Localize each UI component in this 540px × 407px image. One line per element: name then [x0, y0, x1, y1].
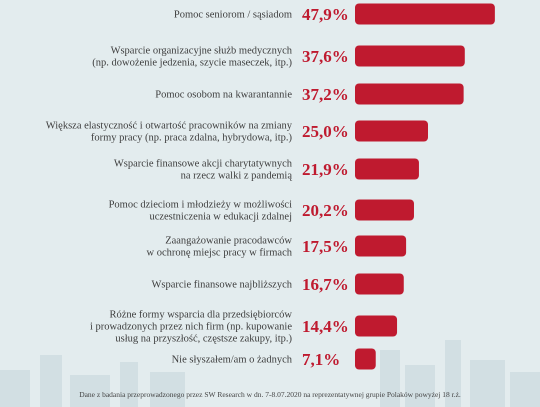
category-label-line: Wsparcie finansowe najbliższych — [151, 280, 292, 291]
bar — [355, 158, 419, 180]
category-label: Pomoc osobom na kwarantannie — [155, 90, 292, 101]
category-label-line: uczestniczenia w edukacji zdalnej — [149, 212, 292, 223]
category-label-line: i prowadzonych przez nich firm (np. kupo… — [90, 322, 292, 333]
category-label-line: Pomoc osobom na kwarantannie — [155, 90, 292, 101]
value-label: 17,5% — [302, 237, 349, 256]
bar — [355, 273, 404, 295]
category-label: Nie słyszałem/am o żadnych — [172, 355, 293, 366]
value-label: 37,6% — [302, 47, 349, 66]
category-label: Zaangażowanie pracodawców w ochronę miejs… — [147, 236, 293, 259]
bar — [355, 235, 407, 257]
value-label: 25,0% — [302, 122, 349, 141]
value-label: 20,2% — [302, 201, 349, 220]
category-label-line: usług na przyszłość, częstsze zakupy, it… — [115, 334, 292, 345]
category-label-line: Wsparcie organizacyjne służb medycznych — [111, 46, 293, 57]
bar — [355, 315, 398, 337]
category-label: Różne formy wsparcia dla przedsiębiorców… — [90, 310, 293, 345]
category-label-line: w ochronę miejsc pracy w firmach — [147, 248, 293, 259]
category-label-line: Większa elastyczność i otwartość pracown… — [46, 121, 293, 132]
value-label: 16,7% — [302, 275, 349, 294]
footnote: Dane z badania przeprowadzonego przez SW… — [79, 390, 461, 399]
category-label: Pomoc dzieciom i młodzieży w możliwości u… — [109, 200, 292, 223]
bar — [355, 120, 428, 142]
category-label-line: Nie słyszałem/am o żadnych — [172, 355, 293, 366]
category-label-line: na rzecz walki z pandemią — [181, 171, 293, 182]
value-label: 7,1% — [302, 350, 340, 369]
bar — [355, 45, 465, 67]
value-label: 21,9% — [302, 160, 349, 179]
category-label: Wsparcie organizacyjne służb medycznych(… — [92, 46, 292, 69]
category-label: Większa elastyczność i otwartość pracown… — [46, 121, 293, 144]
bar — [355, 199, 414, 221]
bar — [355, 348, 376, 370]
category-label: Wsparcie finansowe najbliższych — [151, 280, 292, 291]
value-label: 37,2% — [302, 85, 349, 104]
category-label-line: Różne formy wsparcia dla przedsiębiorców — [109, 310, 292, 321]
category-label-line: Pomoc dzieciom i młodzieży w możliwości — [109, 200, 292, 211]
category-label-line: Zaangażowanie pracodawców — [165, 236, 292, 247]
bar — [355, 83, 464, 105]
category-label: Wsparcie finansowe akcji charytatywnych n… — [114, 159, 293, 182]
category-label-line: (np. dowożenie jedzenia, szycie maseczek… — [92, 58, 292, 69]
category-label-line: Pomoc seniorom / sąsiadom — [174, 10, 292, 21]
category-label: Pomoc seniorom / sąsiadom — [174, 10, 292, 21]
bar — [355, 3, 495, 25]
skyline — [0, 340, 540, 407]
value-label: 47,9% — [302, 5, 349, 24]
category-label-line: formy pracy (np. praca zdalna, hybrydowa… — [91, 133, 293, 144]
value-label: 14,4% — [302, 317, 349, 336]
category-label-line: Wsparcie finansowe akcji charytatywnych — [114, 159, 293, 170]
